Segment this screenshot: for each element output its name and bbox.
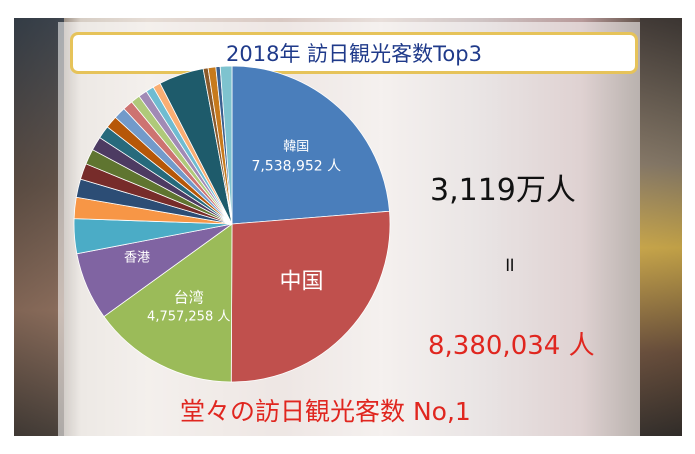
total-visitors: 3,119万人 [430,173,576,208]
pie-slice-韓国 [231,65,390,225]
background-photo-right-edge [640,18,682,436]
pie-slice-22 [219,65,233,225]
slice-value-韓国: 7,538,952 人 [251,158,341,174]
slice-value-台湾: 4,757,258 人 [147,309,230,324]
china-visitors: 8,380,034 人 [428,331,595,361]
chart-title: 2018年 訪日観光客数Top3 [226,42,482,66]
slice-label-韓国: 韓国 [283,139,309,154]
equals-sign: ॥ [503,252,515,276]
slice-label-台湾: 台湾 [174,288,204,306]
slice-label-中国: 中国 [279,269,323,294]
slice-label-香港: 香港 [124,251,150,266]
pie-slice-台湾 [103,223,233,383]
title-banner: 2018年 訪日観光客数Top3 [70,32,638,74]
bottom-caption: 堂々の訪日観光客数 No,1 [180,397,471,426]
background-photo-left-edge [14,18,64,436]
pie-slice-中国 [230,210,391,383]
